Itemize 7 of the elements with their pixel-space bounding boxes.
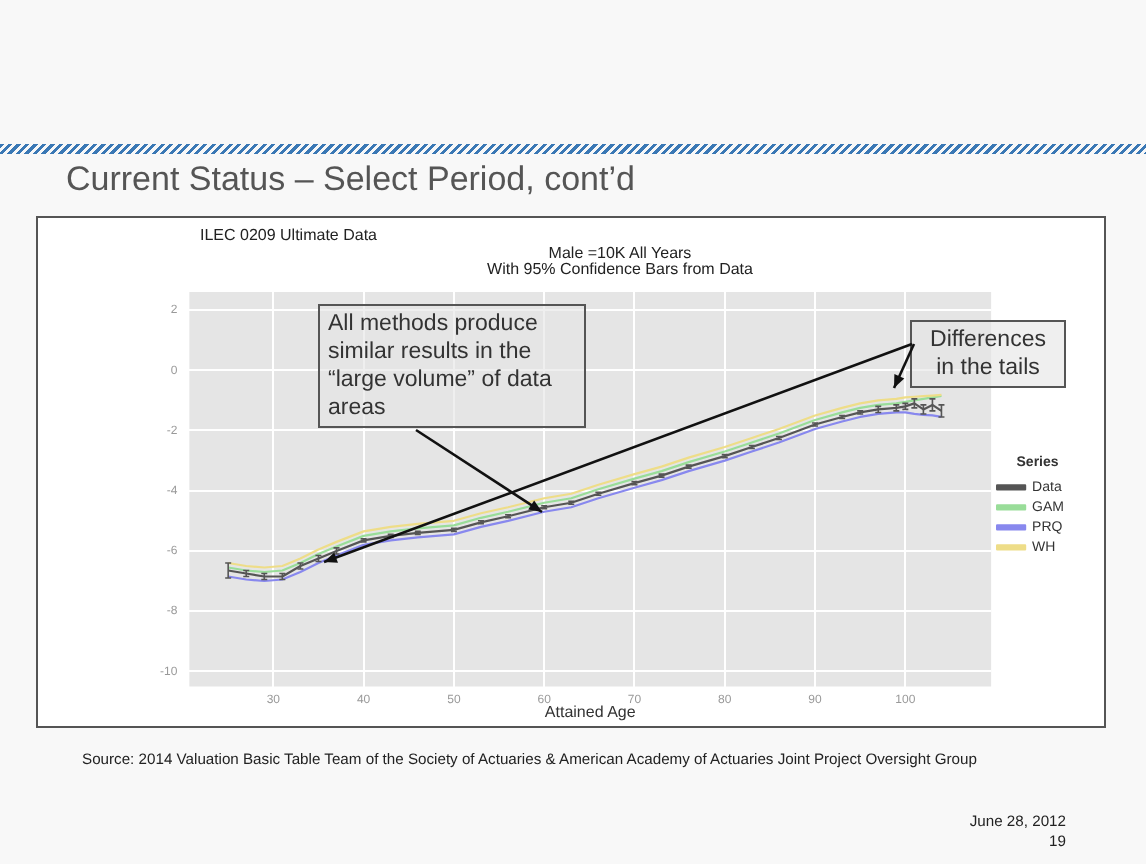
annotation: All methods produce similar results in the “large volume” of data areas: [318, 304, 586, 428]
annotation: Differences in the tails: [910, 320, 1066, 388]
text: With 95% Confidence Bars from Data: [485, 260, 755, 278]
text: Male =10K All Years: [546, 244, 694, 262]
x-axis-title: Attained Age: [544, 702, 637, 721]
chart-title: Current Status – Select Period, cont’d: [66, 160, 635, 200]
chart-subtitle: ILEC 0209 Ultimate Data: [200, 226, 377, 244]
